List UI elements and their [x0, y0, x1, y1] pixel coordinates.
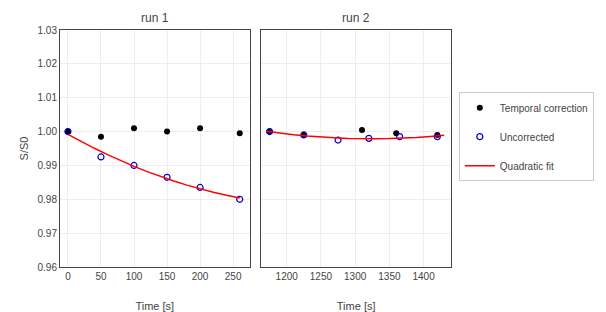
svg-text:1.02: 1.02 [38, 58, 58, 69]
svg-text:1.00: 1.00 [38, 126, 58, 137]
svg-text:50: 50 [95, 271, 107, 282]
svg-text:0.96: 0.96 [38, 262, 58, 273]
svg-text:0.99: 0.99 [38, 160, 58, 171]
svg-text:0.97: 0.97 [38, 228, 58, 239]
svg-text:Time [s]: Time [s] [337, 300, 376, 312]
svg-text:1250: 1250 [310, 271, 333, 282]
svg-text:1400: 1400 [412, 271, 435, 282]
svg-text:Temporal correction: Temporal correction [500, 103, 588, 114]
svg-text:0: 0 [65, 271, 71, 282]
svg-text:0.98: 0.98 [38, 194, 58, 205]
svg-text:run 2: run 2 [342, 11, 370, 25]
svg-text:run 1: run 1 [141, 11, 169, 25]
svg-text:S/S0: S/S0 [18, 137, 30, 161]
svg-text:1.03: 1.03 [38, 25, 58, 36]
svg-text:250: 250 [225, 271, 242, 282]
svg-text:1350: 1350 [378, 271, 401, 282]
svg-text:Time [s]: Time [s] [135, 300, 174, 312]
svg-text:150: 150 [159, 271, 176, 282]
svg-text:1.01: 1.01 [38, 92, 58, 103]
svg-text:100: 100 [126, 271, 143, 282]
svg-text:1200: 1200 [276, 271, 299, 282]
svg-text:Uncorrected: Uncorrected [500, 132, 554, 143]
svg-text:1300: 1300 [344, 271, 367, 282]
svg-text:200: 200 [192, 271, 209, 282]
svg-text:Quadratic fit: Quadratic fit [500, 161, 554, 172]
